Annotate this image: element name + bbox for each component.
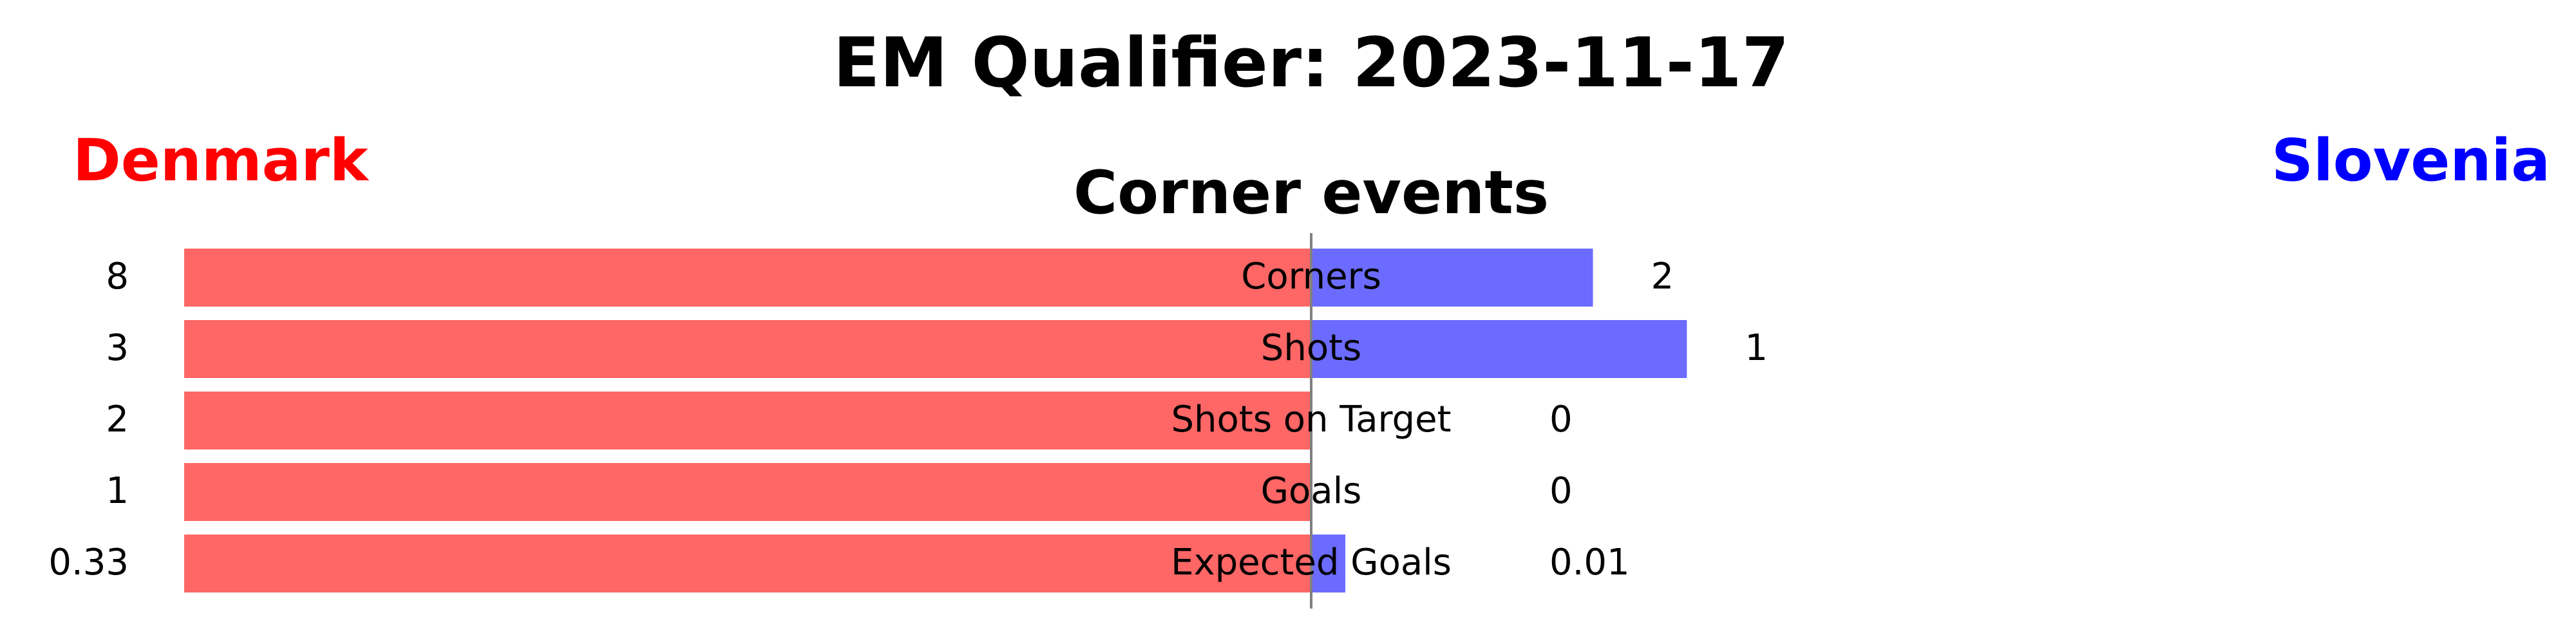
category-label: Shots: [1261, 327, 1361, 369]
bar-group: [184, 249, 1687, 592]
category-label: Expected Goals: [1171, 542, 1452, 583]
label-group: Corners 8 2 Shots 3 1 Shots on Target 2 0 Goals 1 0…: [48, 256, 1768, 583]
left-value-label: 3: [106, 327, 129, 369]
left-bar: [184, 392, 1311, 450]
right-value-label: 2: [1651, 256, 1674, 298]
left-bar: [184, 535, 1311, 592]
category-label: Corners: [1241, 256, 1381, 298]
category-label: Goals: [1261, 470, 1362, 512]
left-value-label: 0.33: [48, 542, 129, 583]
right-bar: [1311, 535, 1346, 592]
left-bar: [184, 320, 1311, 378]
left-value-label: 8: [106, 256, 129, 298]
left-bar: [184, 463, 1311, 521]
left-bar: [184, 249, 1311, 307]
left-value-label: 1: [106, 470, 129, 512]
right-team-name: Slovenia: [2271, 127, 2550, 194]
left-team-name: Denmark: [73, 127, 370, 194]
category-label: Shots on Target: [1171, 399, 1451, 440]
right-value-label: 1: [1745, 327, 1768, 369]
right-bar: [1311, 320, 1687, 378]
right-bar: [1311, 249, 1593, 307]
right-value-label: 0: [1549, 399, 1573, 440]
chart-title: Corner events: [1074, 158, 1549, 227]
main-title: EM Qualifier: 2023-11-17: [833, 23, 1790, 102]
right-value-label: 0: [1549, 470, 1573, 512]
left-value-label: 2: [106, 399, 129, 440]
right-value-label: 0.01: [1549, 542, 1630, 583]
